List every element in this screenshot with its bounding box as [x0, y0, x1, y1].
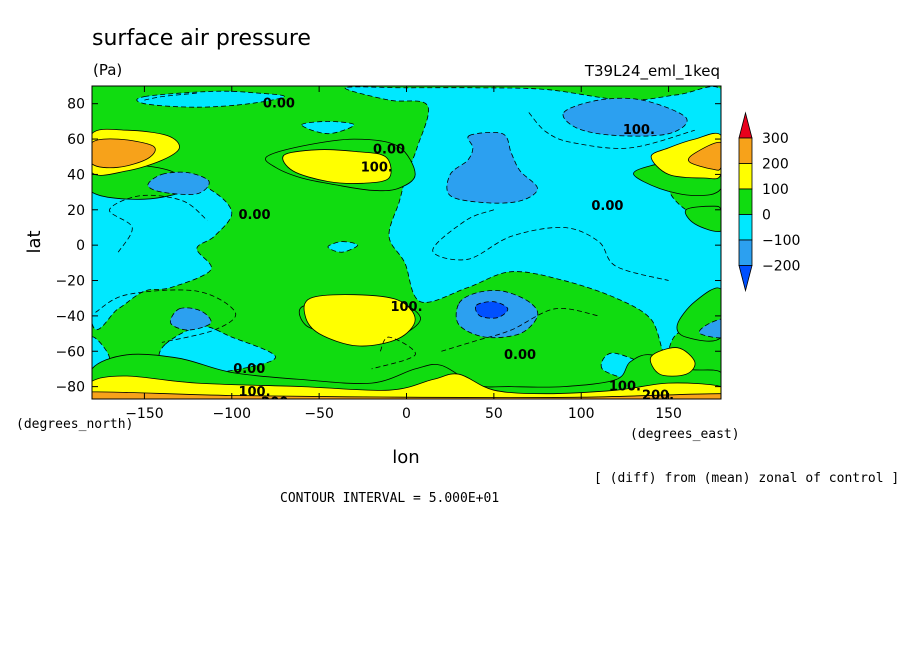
- colorbar-bin-5: [738, 239, 753, 266]
- contour-label-12: 200.: [642, 388, 674, 403]
- x-tick-label-0: −150: [125, 406, 163, 422]
- contour-label-8: 0.00: [233, 362, 265, 377]
- y-units-label: (degrees_north): [16, 417, 133, 432]
- contour-region-7: [327, 241, 359, 253]
- contour-region-29: [562, 97, 688, 137]
- negative-contour-line-2: [528, 112, 695, 149]
- y-axis-ticks: 80 60 40 20 0 −20 −40 −60 −80: [55, 97, 721, 396]
- y-tick-label-8: −80: [55, 380, 85, 396]
- contour-region-5: [136, 90, 285, 108]
- contour-region-31: [475, 301, 509, 319]
- x-tick-label-5: 100: [568, 406, 595, 422]
- contour-region-26: [169, 307, 212, 331]
- colorbar-label-4: −100: [762, 233, 800, 249]
- negative-contour-lines: [95, 92, 695, 370]
- colorbar-label-2: 100: [762, 182, 789, 198]
- contour-region-24: [92, 391, 721, 399]
- x-tick-label-1: −100: [213, 406, 251, 422]
- colorbar-bin-1: [738, 137, 753, 164]
- x-tick-label-2: −50: [304, 406, 334, 422]
- contour-label-10: 200.: [261, 396, 293, 411]
- x-tick-label-3: 0: [402, 406, 411, 422]
- x-tick-label-4: 50: [485, 406, 503, 422]
- contour-label-2: 100.: [361, 160, 393, 175]
- contour-region-1: [92, 177, 233, 331]
- contour-region-13: [684, 205, 721, 232]
- contour-region-18: [303, 294, 416, 347]
- contour-labels: 0.00 0.00 100. 0.00 0.00 100. 100. 0.00 0.00 100.…: [233, 97, 674, 411]
- x-units-label: (degrees_east): [630, 427, 740, 442]
- colorbar-bin-2: [738, 163, 753, 190]
- negative-contour-line-5: [371, 336, 416, 370]
- negative-contour-line-4: [95, 289, 237, 343]
- y-tick-label-7: −60: [55, 344, 85, 360]
- diff-note: [ (diff) from (mean) zonal of control ]: [594, 471, 899, 486]
- contour-region-21: [650, 347, 696, 377]
- contour-fills: [92, 86, 721, 399]
- y-tick-label-1: 60: [67, 132, 85, 148]
- units-label: (Pa): [93, 61, 122, 79]
- contour-region-27: [698, 318, 721, 339]
- contour-label-4: 0.00: [591, 199, 623, 214]
- negative-contour-line-0: [109, 194, 208, 253]
- contour-region-6: [301, 120, 355, 135]
- contour-label-3: 0.00: [238, 208, 270, 223]
- y-tick-label-3: 20: [67, 203, 85, 219]
- y-axis-label: lat: [24, 230, 45, 253]
- contour-label-0: 0.00: [263, 97, 295, 112]
- run-label: T39L24_eml_1keq: [584, 62, 720, 81]
- x-axis-ticks: −150 −100 −50 0 50 100 150: [125, 86, 682, 422]
- colorbar-bin-4: [738, 214, 753, 241]
- contour-region-28: [446, 131, 538, 204]
- colorbar-top-arrow: [738, 111, 753, 139]
- contour-label-9: 100.: [238, 385, 270, 400]
- chart-title: surface air pressure: [92, 26, 311, 51]
- colorbar-label-1: 200: [762, 157, 789, 173]
- contour-region-23: [687, 141, 721, 171]
- x-axis-label: lon: [392, 447, 419, 468]
- y-tick-label-6: −40: [55, 309, 85, 325]
- negative-contour-line-6: [441, 307, 599, 352]
- contour-label-1: 0.00: [373, 143, 405, 158]
- contour-region-17: [282, 149, 392, 184]
- contour-region-22: [92, 138, 156, 169]
- colorbar: 300 200 100 0 −100 −200: [738, 111, 800, 293]
- y-tick-label-0: 80: [67, 97, 85, 113]
- negative-contour-line-1: [432, 209, 669, 281]
- contour-label-11: 100.: [609, 380, 641, 395]
- contour-interval: CONTOUR INTERVAL = 5.000E+01: [280, 491, 499, 506]
- contour-label-6: 100.: [390, 300, 422, 315]
- plot-area: 0.00 0.00 100. 0.00 0.00 100. 100. 0.00 0.00 100.…: [92, 86, 721, 411]
- contour-label-5: 100.: [623, 123, 655, 138]
- y-tick-label-5: −20: [55, 274, 85, 290]
- y-tick-label-2: 40: [67, 167, 85, 183]
- colorbar-bottom-arrow: [738, 265, 753, 293]
- negative-contour-line-3: [144, 92, 197, 101]
- contour-region-20: [92, 373, 721, 399]
- colorbar-label-5: −200: [762, 259, 800, 275]
- x-tick-label-6: 150: [655, 406, 682, 422]
- y-tick-label-4: 0: [76, 238, 85, 254]
- colorbar-label-3: 0: [762, 208, 771, 224]
- colorbar-bin-3: [738, 188, 753, 215]
- colorbar-label-0: 300: [762, 131, 789, 147]
- contour-region-25: [147, 171, 210, 195]
- contour-label-7: 0.00: [504, 348, 536, 363]
